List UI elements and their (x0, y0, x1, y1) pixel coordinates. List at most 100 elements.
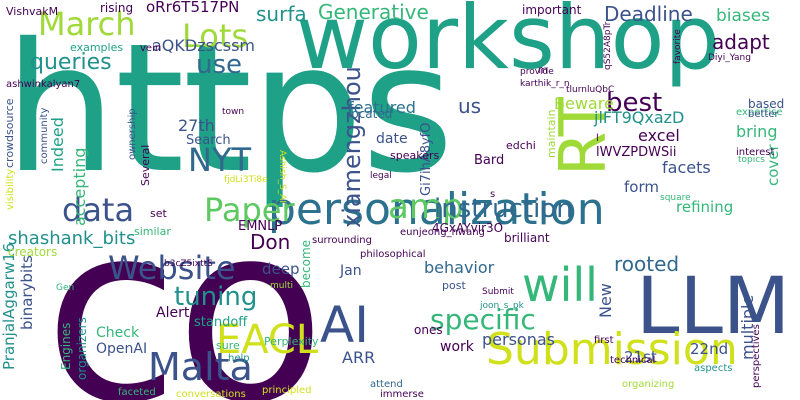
word-multi: multi (270, 281, 294, 291)
word-ashish-s-ai: Ashish_S_AI (277, 150, 287, 203)
word-m: m (538, 65, 548, 76)
word-pranjalaggarw16: PranjalAggarw16 (0, 242, 18, 370)
word-located: located (348, 107, 393, 121)
word-similar: similar (134, 225, 171, 238)
word-featured: featured (348, 98, 416, 117)
word-community: community (39, 107, 50, 164)
word-paper: Paper (204, 191, 295, 229)
word-set: set (150, 207, 167, 220)
word-accepting: accepting (70, 147, 89, 226)
word-personalization: personalization (268, 184, 605, 235)
word-help: help (228, 353, 250, 364)
word-check: Check (96, 325, 140, 341)
word-co: co (44, 172, 326, 400)
word-indeed: Indeed (48, 117, 67, 172)
word-form: form (624, 178, 659, 196)
word-vein: vein (140, 43, 162, 54)
word-eacl: EACL (216, 317, 319, 363)
word-vishvakm: VishvakM (6, 5, 59, 18)
word-speakers: speakers (390, 149, 440, 162)
word-principled: principled (262, 385, 312, 396)
word-conversations: conversations (176, 389, 246, 400)
word-lots: Lots (182, 17, 249, 55)
word-best: best (606, 88, 663, 118)
word-s: s (490, 189, 496, 200)
word-llm: LLM (636, 262, 791, 352)
word-b3cz5ixtts: b3cZ5ixttS (164, 259, 213, 269)
word-post: post (442, 279, 466, 292)
word-examples: examples (70, 41, 124, 54)
word-crowdsource: crowdsource (3, 98, 16, 168)
word-march: March (38, 5, 136, 43)
word-town: town (222, 107, 245, 117)
word-jan: Jan (340, 263, 362, 279)
word-behavior: behavior (424, 258, 495, 277)
word-emnlp: EMNLP (238, 219, 283, 234)
word-lwvzpdwsii: lWVZPDWSii (596, 145, 677, 160)
word-will: will (522, 258, 598, 312)
word-bard: Bard (474, 153, 505, 168)
word-refining: refining (676, 198, 734, 216)
word-specific: specific (430, 303, 536, 336)
word-22nd: 22nd (690, 340, 729, 358)
word-edchi: edchi (506, 139, 536, 152)
word-gen: Gen (56, 283, 75, 293)
word-eunjeong-hwang: eunjeong_hwang (400, 227, 485, 238)
word-generative: Generative (318, 0, 429, 24)
word-jlft9qxazd: jlFT9QxazD (594, 108, 685, 127)
word-better: better (748, 109, 779, 120)
word-topics: topics (738, 155, 765, 165)
word-nyt: NYT (188, 141, 252, 179)
word-qs52a8ptr: qS52A8pTr (603, 21, 613, 70)
word-fjdli3ti8e: fjdLi3Ti8e (224, 175, 268, 185)
word-ones: ones (414, 323, 443, 337)
word-biases: biases (716, 6, 771, 26)
word-organizers: organizers (75, 317, 89, 380)
word-joon-s-pk: joon_s_pk (480, 301, 524, 311)
word-personas: personas (482, 330, 555, 349)
word-new: New (596, 283, 615, 318)
word-aspects: aspects (694, 363, 733, 374)
word-maintain: maintain (545, 109, 558, 158)
word-4gxayvir3o: 4GxAYvir3O (432, 221, 504, 235)
word-27th: 27th (178, 116, 215, 135)
word-square: square (660, 193, 691, 203)
word-queries: queries (30, 50, 112, 75)
word-important: important (522, 3, 582, 17)
word-ownership: ownership (127, 108, 138, 160)
word-ai: AI (320, 296, 369, 354)
word-rooted: rooted (614, 252, 680, 276)
word-engines: Engines (59, 322, 73, 370)
word-tlurnluqbc: tlurnluQbC (566, 85, 615, 95)
word-deep: deep (262, 260, 300, 278)
word-orr6t517pn: oRr6T517PN (146, 0, 240, 16)
word-organizing: organizing (622, 379, 675, 390)
word-legal: legal (370, 171, 392, 181)
word-visibility: visibility (5, 168, 16, 210)
word-excel: excel (638, 126, 680, 145)
word-alert: Alert (156, 305, 190, 321)
word-instruction: instruction (434, 194, 573, 224)
word-amp: amp (388, 187, 464, 227)
word-faceted: faceted (118, 387, 156, 398)
word-data: data (62, 191, 135, 229)
word-perplexity: Perplexity (264, 335, 319, 348)
word-provide: provide (520, 67, 554, 77)
word-xiamengzhou: xiamengzhou (338, 66, 366, 228)
word-website: Website (108, 249, 236, 287)
word-facets: facets (662, 158, 711, 177)
word-bring: bring (736, 122, 778, 141)
word-creators: creators (8, 245, 58, 259)
word-first: first (594, 335, 614, 346)
word-aqkdzscssm: aQKDzscssm (152, 36, 255, 55)
word-us: us (458, 94, 482, 118)
word-favorite: favorite (673, 29, 683, 64)
word-deadline: Deadline (604, 2, 693, 26)
word-https: https (4, 5, 454, 212)
word-based: based (748, 97, 785, 111)
word-several: Several (139, 144, 152, 186)
word-use: use (196, 50, 243, 80)
word-rising: rising (100, 1, 134, 15)
word-workshop: workshop (296, 0, 721, 89)
